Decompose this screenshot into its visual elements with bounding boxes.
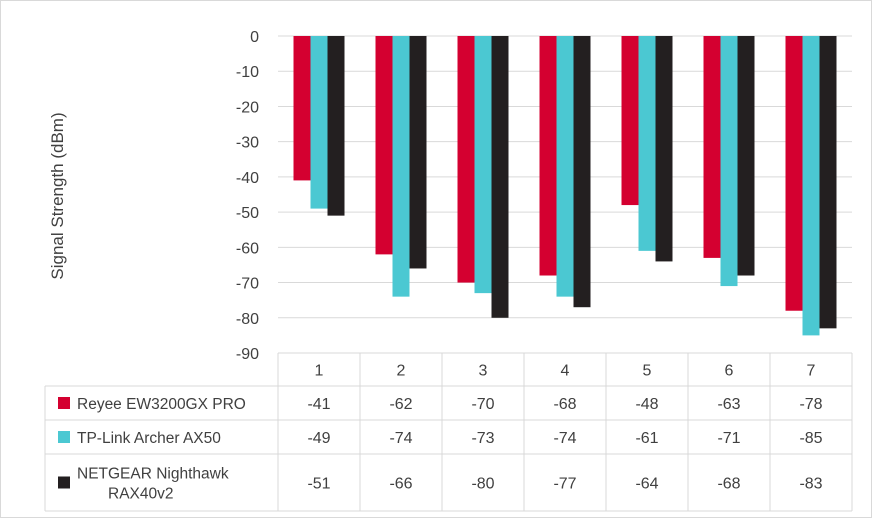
data-label: -85 — [799, 430, 822, 447]
bar — [720, 36, 738, 287]
x-tick-label: 4 — [561, 363, 570, 380]
bars-group — [293, 36, 837, 336]
bar — [293, 36, 311, 181]
y-tick-label: -60 — [236, 240, 259, 257]
data-label: -61 — [635, 430, 658, 447]
data-label: -68 — [717, 476, 740, 493]
y-tick-labels: 0 -10 -20 -30 -40 -50 -60 -70 -80 -90 — [236, 29, 259, 363]
data-label: -80 — [471, 476, 494, 493]
x-tick-label: 7 — [807, 363, 816, 380]
x-tick-label: 2 — [397, 363, 406, 380]
y-tick-label: -50 — [236, 205, 259, 222]
bar — [375, 36, 393, 255]
y-tick-label: -80 — [236, 311, 259, 328]
data-label: -64 — [635, 476, 658, 493]
y-tick-label: -40 — [236, 170, 259, 187]
data-label: -66 — [389, 476, 412, 493]
y-tick-label: -90 — [236, 346, 259, 363]
legend-label: NETGEAR Nighthawk — [77, 466, 229, 483]
bar — [491, 36, 509, 318]
legend-swatch — [58, 397, 70, 409]
bar — [327, 36, 345, 216]
data-label: -49 — [307, 430, 330, 447]
x-tick-label: 3 — [479, 363, 488, 380]
bar — [737, 36, 755, 276]
bar — [638, 36, 656, 251]
data-label: -74 — [389, 430, 412, 447]
data-label: -41 — [307, 396, 330, 413]
y-tick-label: -70 — [236, 276, 259, 293]
y-tick-label: -20 — [236, 99, 259, 116]
bar — [539, 36, 557, 276]
data-label: -70 — [471, 396, 494, 413]
bar — [556, 36, 574, 297]
bar — [621, 36, 639, 206]
x-tick-label: 1 — [315, 363, 324, 380]
bar — [573, 36, 591, 308]
data-label: -68 — [553, 396, 576, 413]
y-tick-label: -10 — [236, 64, 259, 81]
legend-label: RAX40v2 — [108, 486, 173, 503]
y-tick-label: -30 — [236, 135, 259, 152]
bar — [457, 36, 475, 283]
data-label: -77 — [553, 476, 576, 493]
legend-swatch — [58, 431, 70, 443]
legend-swatch — [58, 476, 70, 489]
legend-label: Reyee EW3200GX PRO — [77, 396, 246, 413]
bar — [819, 36, 837, 329]
bar — [785, 36, 803, 311]
legend-label: TP-Link Archer AX50 — [77, 430, 221, 447]
bar — [392, 36, 410, 297]
data-label: -62 — [389, 396, 412, 413]
data-label: -71 — [717, 430, 740, 447]
bar — [409, 36, 427, 269]
data-label: -78 — [799, 396, 822, 413]
y-tick-label: 0 — [250, 29, 259, 46]
x-tick-label: 6 — [725, 363, 734, 380]
data-label: -48 — [635, 396, 658, 413]
data-label: -73 — [471, 430, 494, 447]
bar — [802, 36, 820, 336]
data-table: 1 2 3 4 5 6 7 Reyee EW3200GX PRO -41 -62 -70 -68 -48… — [44, 352, 853, 512]
x-tick-label: 5 — [643, 363, 652, 380]
y-axis-label: Signal Strength (dBm) — [48, 112, 67, 279]
bar — [655, 36, 673, 262]
bar — [310, 36, 328, 209]
bar — [474, 36, 492, 294]
data-label: -83 — [799, 476, 822, 493]
data-label: -51 — [307, 476, 330, 493]
data-label: -63 — [717, 396, 740, 413]
data-label: -74 — [553, 430, 576, 447]
bar — [703, 36, 721, 258]
